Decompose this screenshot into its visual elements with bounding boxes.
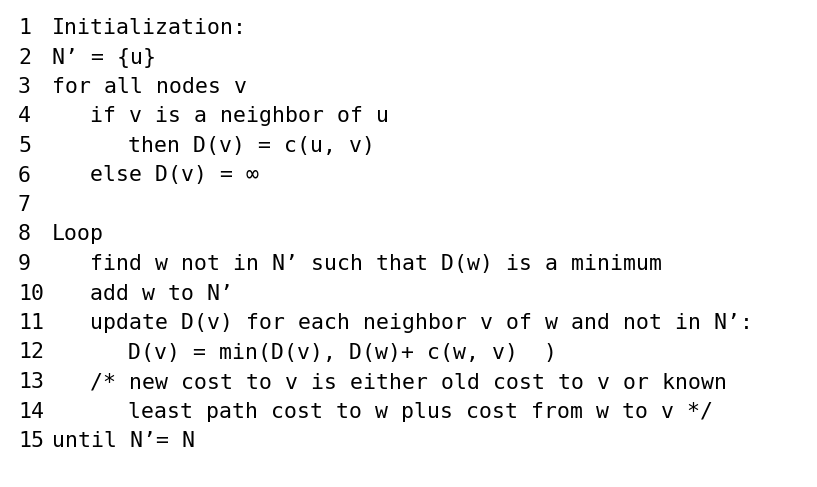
Text: N’ = {u}: N’ = {u} <box>52 48 156 68</box>
Text: for all nodes v: for all nodes v <box>52 77 247 97</box>
Text: least path cost to w plus cost from w to v */: least path cost to w plus cost from w to… <box>128 401 713 422</box>
Text: update D(v) for each neighbor v of w and not in N’:: update D(v) for each neighbor v of w and… <box>90 313 753 333</box>
Text: /* new cost to v is either old cost to v or known: /* new cost to v is either old cost to v… <box>90 372 727 392</box>
Text: 8: 8 <box>18 225 31 244</box>
Text: 1: 1 <box>18 18 31 38</box>
Text: 12: 12 <box>18 342 44 362</box>
Text: 2: 2 <box>18 48 31 68</box>
Text: add w to N’: add w to N’ <box>90 283 233 303</box>
Text: 9: 9 <box>18 254 31 274</box>
Text: if v is a neighbor of u: if v is a neighbor of u <box>90 107 389 127</box>
Text: then D(v) = c(u, v): then D(v) = c(u, v) <box>128 136 375 156</box>
Text: Initialization:: Initialization: <box>52 18 247 38</box>
Text: 6: 6 <box>18 166 31 186</box>
Text: until N’= N: until N’= N <box>52 431 195 451</box>
Text: 13: 13 <box>18 372 44 392</box>
Text: 14: 14 <box>18 401 44 422</box>
Text: find w not in N’ such that D(w) is a minimum: find w not in N’ such that D(w) is a min… <box>90 254 662 274</box>
Text: else D(v) = ∞: else D(v) = ∞ <box>90 166 259 186</box>
Text: 11: 11 <box>18 313 44 333</box>
Text: Loop: Loop <box>52 225 104 244</box>
Text: 10: 10 <box>18 283 44 303</box>
Text: 5: 5 <box>18 136 31 156</box>
Text: D(v) = min(D(v), D(w)+ c(w, v)  ): D(v) = min(D(v), D(w)+ c(w, v) ) <box>128 342 557 362</box>
Text: 3: 3 <box>18 77 31 97</box>
Text: 15: 15 <box>18 431 44 451</box>
Text: 4: 4 <box>18 107 31 127</box>
Text: 7: 7 <box>18 195 31 215</box>
